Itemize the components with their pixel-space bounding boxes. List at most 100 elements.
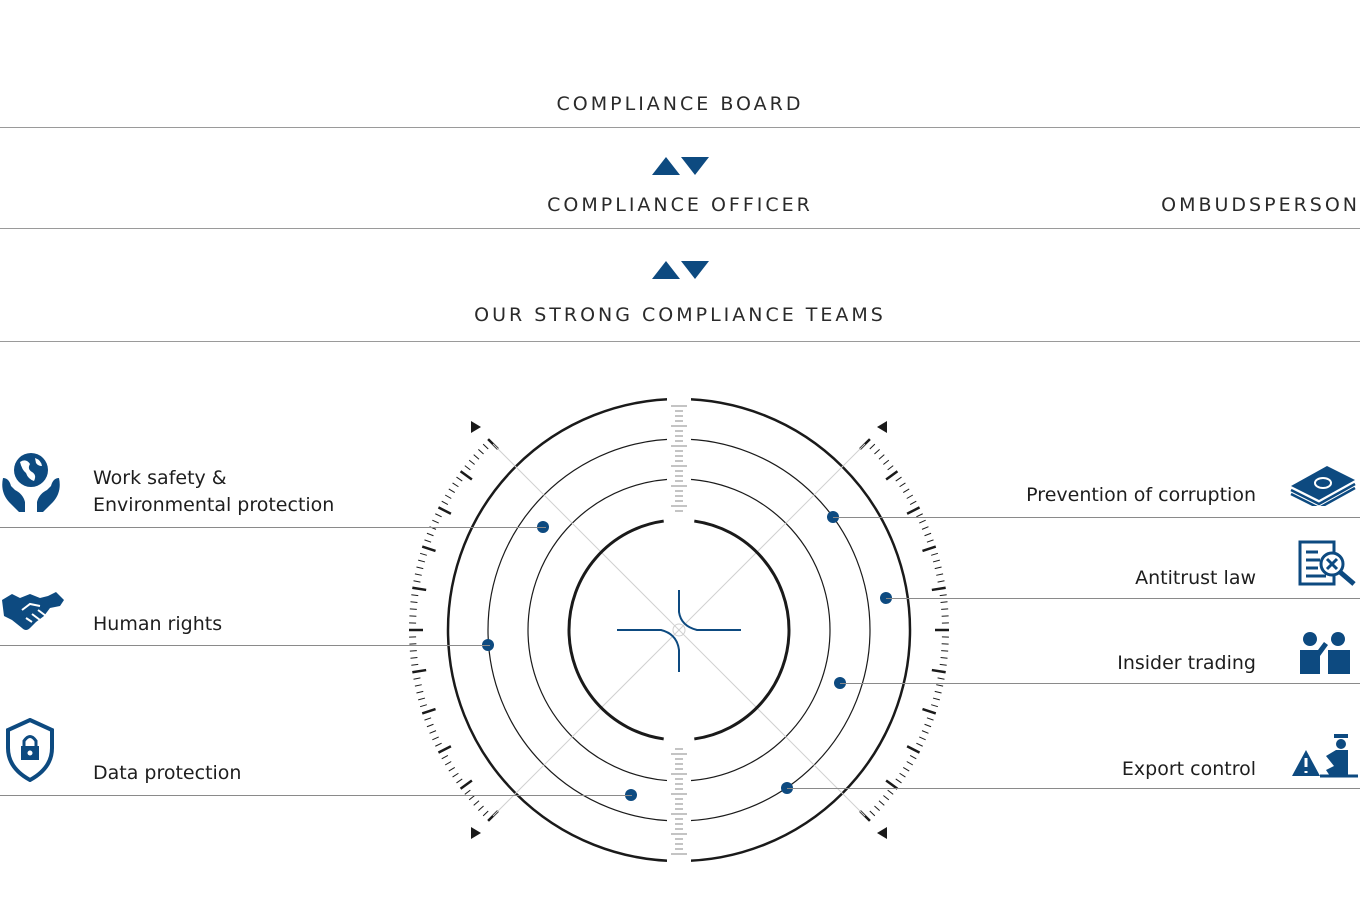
radar-tick (410, 656, 418, 659)
radar-tick (413, 580, 421, 583)
compliance-officer-heading: COMPLIANCE OFFICER (547, 194, 813, 216)
compliance-teams-heading: OUR STRONG COMPLIANCE TEAMS (474, 304, 886, 326)
radar-diagonal (492, 443, 866, 817)
radar-tick (934, 566, 942, 570)
handshake-icon (2, 592, 64, 630)
document-magnifier-icon (1298, 540, 1356, 586)
radar-end-arrow (471, 421, 481, 433)
radar-tick (887, 465, 894, 471)
up-down-arrows-icon (652, 261, 709, 279)
radar-tick (411, 594, 419, 597)
radar-tick (473, 800, 480, 806)
radar-tick (899, 772, 906, 778)
radar-tick (902, 766, 910, 772)
radar-tick (941, 608, 949, 610)
radar-tick (414, 573, 422, 576)
radar-gap (667, 396, 691, 512)
radar-tick (444, 494, 452, 499)
radar-tick (902, 488, 910, 494)
radar-tick (426, 723, 434, 728)
radar-tick (931, 586, 946, 592)
radar-tick (419, 552, 427, 556)
topic-label-prevention-of-corruption: Prevention of corruption (1026, 484, 1256, 506)
compliance-board-heading: COMPLIANCE BOARD (556, 93, 804, 115)
radar-tick (906, 761, 914, 766)
radar-tick (906, 745, 921, 754)
radar-end-arrow (877, 421, 887, 433)
radar-tick (413, 677, 421, 680)
row-line (840, 683, 1360, 684)
radar-tick (939, 663, 947, 666)
radar-tick (874, 805, 880, 812)
radar-tick (919, 736, 926, 741)
radar-tick (885, 779, 899, 790)
radar-rings (446, 396, 912, 864)
radar-tick (931, 668, 946, 674)
radar-tick (921, 730, 929, 734)
radar-tick (940, 601, 948, 604)
radar-tick (468, 795, 475, 801)
radar-tick (936, 573, 944, 576)
topic-label-human-rights: Human rights (93, 613, 223, 635)
radar-tick (435, 742, 442, 747)
radar-tick (932, 697, 940, 701)
row-line (0, 795, 632, 796)
radar-tick (421, 545, 436, 553)
radar-tick (921, 526, 929, 530)
radar-end-arrow (877, 827, 887, 839)
radar-tick (885, 470, 899, 481)
radar-tick (452, 772, 459, 778)
radar-tick (936, 684, 944, 687)
radar-tick (916, 513, 923, 518)
radar-tick (940, 656, 948, 659)
radar-tick (459, 779, 473, 790)
shield-lock-icon (6, 718, 54, 782)
radar-tick (916, 742, 923, 747)
radar-tick (424, 717, 432, 721)
radar-tick (456, 476, 463, 482)
radar-tick (931, 552, 939, 556)
row-line (0, 645, 490, 646)
radar-tick (414, 684, 422, 687)
radar-tick (478, 805, 484, 812)
radar-tick (482, 443, 489, 450)
radar-tick (874, 448, 880, 455)
radar-tick (409, 650, 417, 652)
radar-tick (878, 454, 885, 460)
row-line (833, 517, 1360, 518)
radar-tick (411, 663, 419, 666)
radar-tick (482, 810, 489, 817)
radar-tick (429, 730, 437, 734)
radar-tick (937, 580, 945, 583)
row-line (0, 527, 546, 528)
radar-tick (418, 559, 426, 563)
radar-tick (410, 601, 418, 604)
radar-inner-ring (694, 519, 791, 741)
radar-tick (924, 532, 932, 537)
radar-tick (464, 789, 471, 795)
radar-tick (941, 650, 949, 652)
ombudsperson-heading: OMBUDSPERSON (1161, 194, 1360, 216)
topic-label-insider-trading: Insider trading (1117, 652, 1256, 674)
radar-tick (934, 690, 942, 694)
radar-tick (464, 465, 471, 471)
radar-center (672, 623, 686, 637)
radar-tick (418, 697, 426, 701)
money-stack-icon (1290, 466, 1356, 506)
radar-tick (416, 690, 424, 694)
radar-tick (473, 454, 480, 460)
radar-tick (441, 500, 449, 505)
radar-reticle (617, 629, 680, 672)
radar-tick (468, 459, 475, 465)
radar-tick (906, 506, 921, 515)
radar-tick (919, 519, 926, 524)
radar-tick (887, 789, 894, 795)
radar-tick (432, 519, 439, 524)
radar-tick (909, 500, 917, 505)
people-talking-icon (1300, 632, 1350, 674)
radar-tick (432, 736, 439, 741)
radar-tick (869, 443, 876, 450)
topic-label-work-safety: Work safety & (93, 467, 227, 489)
globe-in-hands-icon (2, 453, 60, 512)
